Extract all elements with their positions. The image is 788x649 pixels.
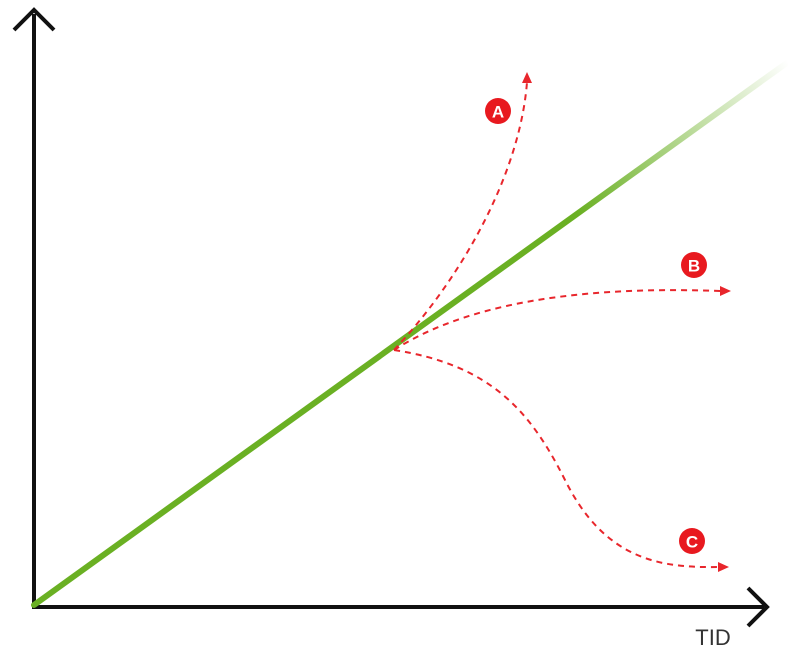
axes: TID bbox=[12, 7, 770, 649]
x-axis-arrow-icon bbox=[746, 586, 770, 628]
scenario-c-path bbox=[393, 349, 719, 569]
scenario-c-label: C bbox=[686, 533, 698, 552]
scenario-a: A bbox=[393, 72, 532, 351]
scenario-c: C bbox=[393, 349, 729, 572]
scenario-c-badge bbox=[679, 528, 705, 554]
scenario-b: B bbox=[393, 252, 731, 351]
scenario-a-arrowhead-icon bbox=[522, 72, 532, 83]
scenario-b-label: B bbox=[688, 257, 700, 276]
scenario-c-arrowhead-icon bbox=[718, 562, 729, 572]
x-axis-label: TID bbox=[695, 625, 730, 649]
scenario-b-path bbox=[393, 289, 721, 351]
trend-line bbox=[31, 59, 788, 608]
scenario-b-arrowhead-icon bbox=[720, 286, 731, 296]
scenario-a-badge bbox=[485, 98, 511, 124]
y-axis-arrow-icon bbox=[12, 7, 56, 32]
scenario-b-badge bbox=[681, 252, 707, 278]
scenario-a-label: A bbox=[492, 103, 504, 122]
scenario-a-path bbox=[393, 81, 528, 351]
